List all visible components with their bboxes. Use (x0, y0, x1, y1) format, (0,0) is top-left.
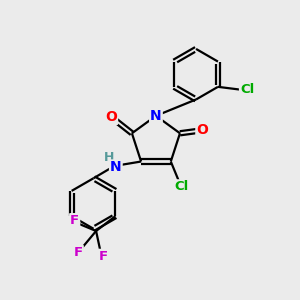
Text: O: O (105, 110, 117, 124)
Text: N: N (150, 109, 162, 123)
Text: H: H (104, 151, 114, 164)
Text: Cl: Cl (240, 83, 254, 96)
Text: N: N (110, 160, 122, 175)
Text: Cl: Cl (174, 180, 188, 193)
Text: F: F (99, 250, 108, 263)
Text: F: F (70, 214, 79, 227)
Text: O: O (196, 123, 208, 137)
Text: F: F (74, 246, 83, 259)
